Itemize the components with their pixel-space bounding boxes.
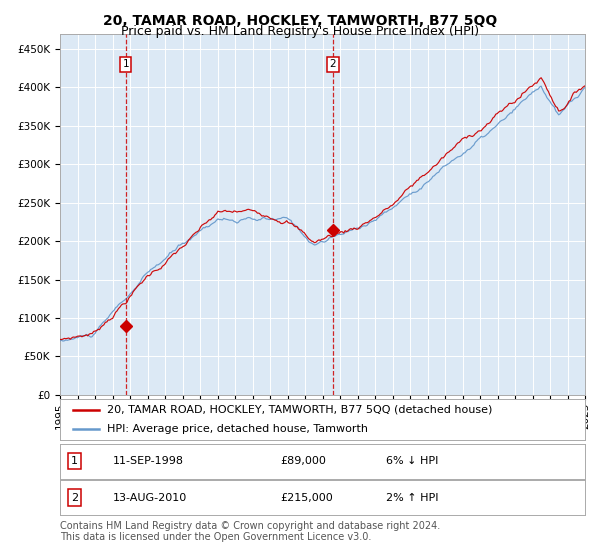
Text: 2% ↑ HPI: 2% ↑ HPI	[386, 493, 438, 502]
Text: 6% ↓ HPI: 6% ↓ HPI	[386, 456, 438, 466]
Text: 11-SEP-1998: 11-SEP-1998	[113, 456, 184, 466]
Text: £89,000: £89,000	[281, 456, 326, 466]
Text: Price paid vs. HM Land Registry's House Price Index (HPI): Price paid vs. HM Land Registry's House …	[121, 25, 479, 38]
Text: 1: 1	[122, 59, 129, 69]
Text: 2: 2	[329, 59, 337, 69]
Text: 13-AUG-2010: 13-AUG-2010	[113, 493, 187, 502]
Text: Contains HM Land Registry data © Crown copyright and database right 2024.
This d: Contains HM Land Registry data © Crown c…	[60, 521, 440, 543]
Text: 20, TAMAR ROAD, HOCKLEY, TAMWORTH, B77 5QQ (detached house): 20, TAMAR ROAD, HOCKLEY, TAMWORTH, B77 5…	[107, 405, 493, 415]
Text: 1: 1	[71, 456, 78, 466]
Text: £215,000: £215,000	[281, 493, 333, 502]
Text: 20, TAMAR ROAD, HOCKLEY, TAMWORTH, B77 5QQ: 20, TAMAR ROAD, HOCKLEY, TAMWORTH, B77 5…	[103, 14, 497, 28]
Text: 2: 2	[71, 493, 78, 502]
Text: HPI: Average price, detached house, Tamworth: HPI: Average price, detached house, Tamw…	[107, 423, 368, 433]
